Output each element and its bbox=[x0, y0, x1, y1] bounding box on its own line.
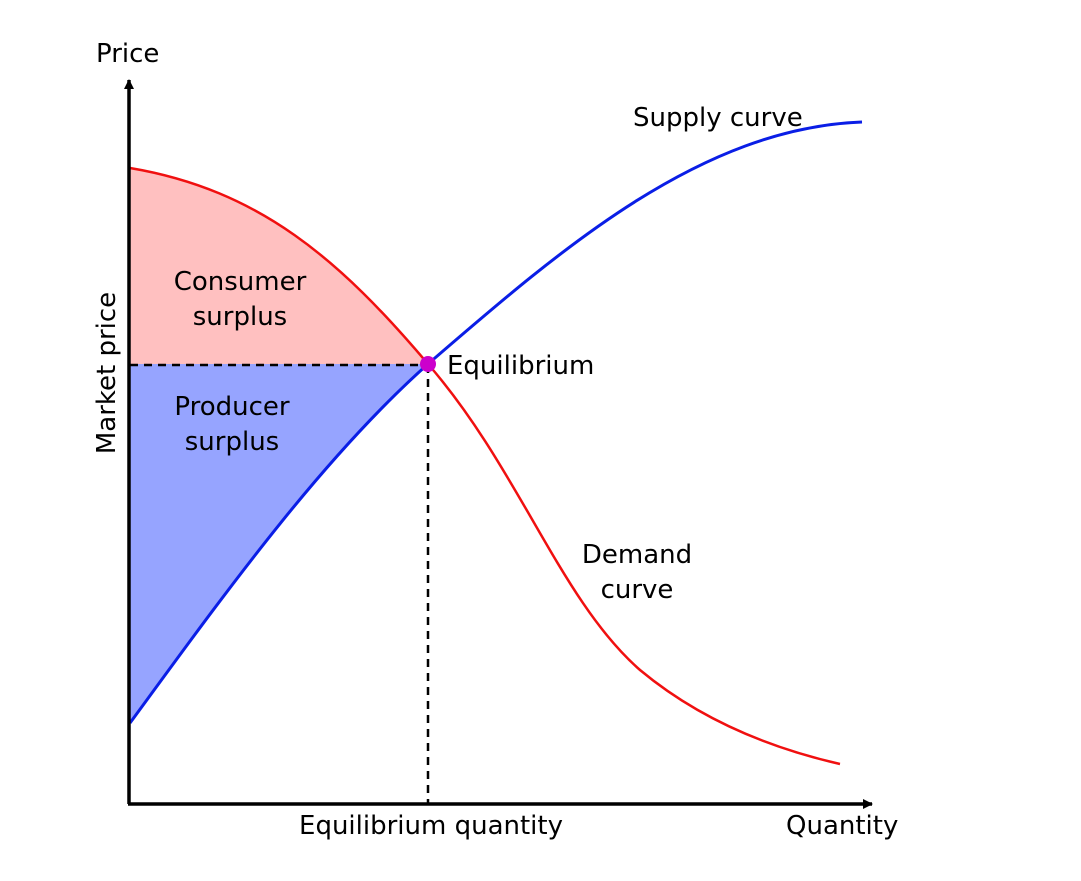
demand-curve-label-line1: Demand bbox=[582, 540, 692, 570]
demand-curve bbox=[129, 166, 841, 766]
x-axis-title: Quantity bbox=[786, 811, 898, 841]
consumer-surplus-area bbox=[130, 168, 428, 364]
producer-surplus-area bbox=[130, 364, 428, 723]
market-price-label: Market price bbox=[92, 292, 122, 454]
equilibrium-point bbox=[420, 356, 436, 372]
consumer-surplus-label-line1: Consumer bbox=[174, 267, 307, 297]
y-axis-title: Price bbox=[96, 39, 159, 69]
supply-curve-label: Supply curve bbox=[633, 103, 803, 133]
equilibrium-quantity-label: Equilibrium quantity bbox=[299, 811, 563, 841]
producer-surplus-label-line2: surplus bbox=[185, 427, 279, 457]
demand-curve-label-line2: curve bbox=[601, 575, 674, 605]
consumer-surplus-label-line2: surplus bbox=[193, 302, 287, 332]
producer-surplus-label-line1: Producer bbox=[174, 392, 290, 422]
equilibrium-label: Equilibrium bbox=[447, 351, 594, 381]
